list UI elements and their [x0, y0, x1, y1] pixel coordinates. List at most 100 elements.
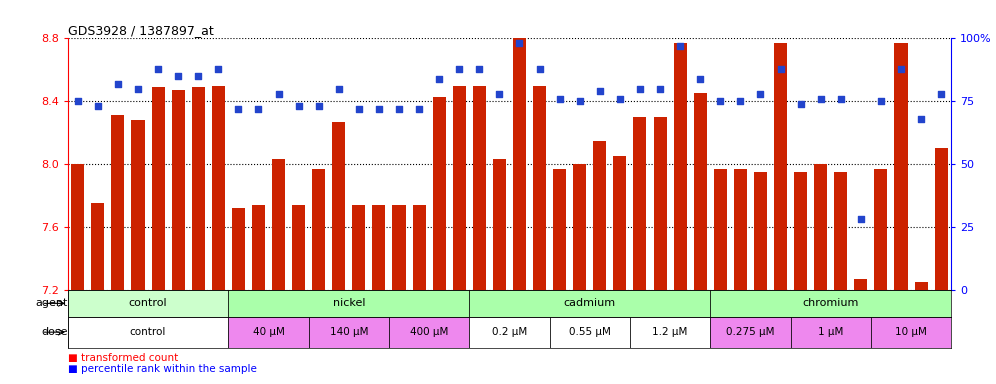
Point: [612, 96, 627, 102]
Point: [532, 66, 548, 72]
Bar: [412, 205, 425, 290]
Bar: [373, 205, 385, 290]
Bar: [629, 317, 710, 348]
Bar: [171, 90, 184, 290]
Bar: [432, 96, 445, 290]
Bar: [673, 43, 686, 290]
Bar: [389, 317, 469, 348]
Text: dose: dose: [41, 327, 68, 337]
Bar: [309, 317, 389, 348]
Point: [271, 91, 287, 97]
Bar: [714, 169, 727, 290]
Bar: [794, 172, 807, 290]
Text: agent: agent: [35, 298, 68, 308]
Point: [170, 73, 186, 79]
Point: [491, 91, 507, 97]
Text: ■ transformed count: ■ transformed count: [68, 353, 178, 363]
Point: [110, 81, 125, 87]
Point: [672, 43, 688, 49]
Point: [351, 106, 367, 112]
Bar: [835, 172, 848, 290]
Point: [712, 98, 728, 104]
Point: [471, 66, 487, 72]
Point: [933, 91, 949, 97]
Bar: [574, 164, 587, 290]
Point: [793, 101, 809, 107]
Text: control: control: [128, 298, 167, 308]
Text: chromium: chromium: [803, 298, 859, 308]
Bar: [392, 205, 405, 290]
Point: [692, 76, 708, 82]
Bar: [774, 43, 787, 290]
Bar: [469, 290, 710, 317]
Bar: [550, 317, 629, 348]
Bar: [894, 43, 907, 290]
Bar: [312, 169, 326, 290]
Point: [813, 96, 829, 102]
Point: [150, 66, 166, 72]
Bar: [131, 120, 144, 290]
Point: [90, 103, 106, 109]
Point: [552, 96, 568, 102]
Point: [512, 40, 528, 46]
Text: ■ percentile rank within the sample: ■ percentile rank within the sample: [68, 364, 257, 374]
Text: 1.2 μM: 1.2 μM: [652, 327, 688, 337]
Bar: [228, 290, 469, 317]
Bar: [469, 317, 550, 348]
Point: [130, 86, 146, 92]
Point: [331, 86, 347, 92]
Bar: [710, 317, 791, 348]
Bar: [914, 282, 927, 290]
Point: [190, 73, 206, 79]
Text: 0.55 μM: 0.55 μM: [569, 327, 611, 337]
Bar: [814, 164, 828, 290]
Text: GDS3928 / 1387897_at: GDS3928 / 1387897_at: [68, 24, 213, 37]
Bar: [754, 172, 767, 290]
Bar: [252, 205, 265, 290]
Point: [913, 116, 929, 122]
Text: 0.2 μM: 0.2 μM: [492, 327, 527, 337]
Point: [833, 96, 849, 102]
Text: 400 μM: 400 μM: [410, 327, 448, 337]
Bar: [633, 117, 646, 290]
Point: [230, 106, 246, 112]
Bar: [855, 279, 868, 290]
Bar: [653, 117, 666, 290]
Bar: [553, 169, 566, 290]
Bar: [92, 204, 105, 290]
Point: [251, 106, 267, 112]
Bar: [493, 159, 506, 290]
Bar: [533, 86, 546, 290]
Point: [632, 86, 648, 92]
Bar: [151, 87, 164, 290]
Point: [411, 106, 427, 112]
Bar: [68, 290, 228, 317]
Point: [572, 98, 588, 104]
Bar: [614, 156, 626, 290]
Bar: [353, 205, 366, 290]
Bar: [68, 317, 228, 348]
Point: [371, 106, 386, 112]
Point: [210, 66, 226, 72]
Point: [893, 66, 909, 72]
Bar: [191, 87, 205, 290]
Bar: [453, 86, 466, 290]
Bar: [232, 208, 245, 290]
Point: [752, 91, 768, 97]
Text: 1 μM: 1 μM: [818, 327, 844, 337]
Bar: [710, 290, 951, 317]
Point: [773, 66, 789, 72]
Bar: [112, 116, 124, 290]
Bar: [272, 159, 285, 290]
Bar: [72, 164, 85, 290]
Text: 40 μM: 40 μM: [253, 327, 285, 337]
Bar: [228, 317, 309, 348]
Bar: [871, 317, 951, 348]
Bar: [874, 169, 887, 290]
Bar: [333, 122, 346, 290]
Text: nickel: nickel: [333, 298, 366, 308]
Bar: [292, 205, 305, 290]
Bar: [212, 86, 225, 290]
Bar: [513, 38, 526, 290]
Point: [70, 98, 86, 104]
